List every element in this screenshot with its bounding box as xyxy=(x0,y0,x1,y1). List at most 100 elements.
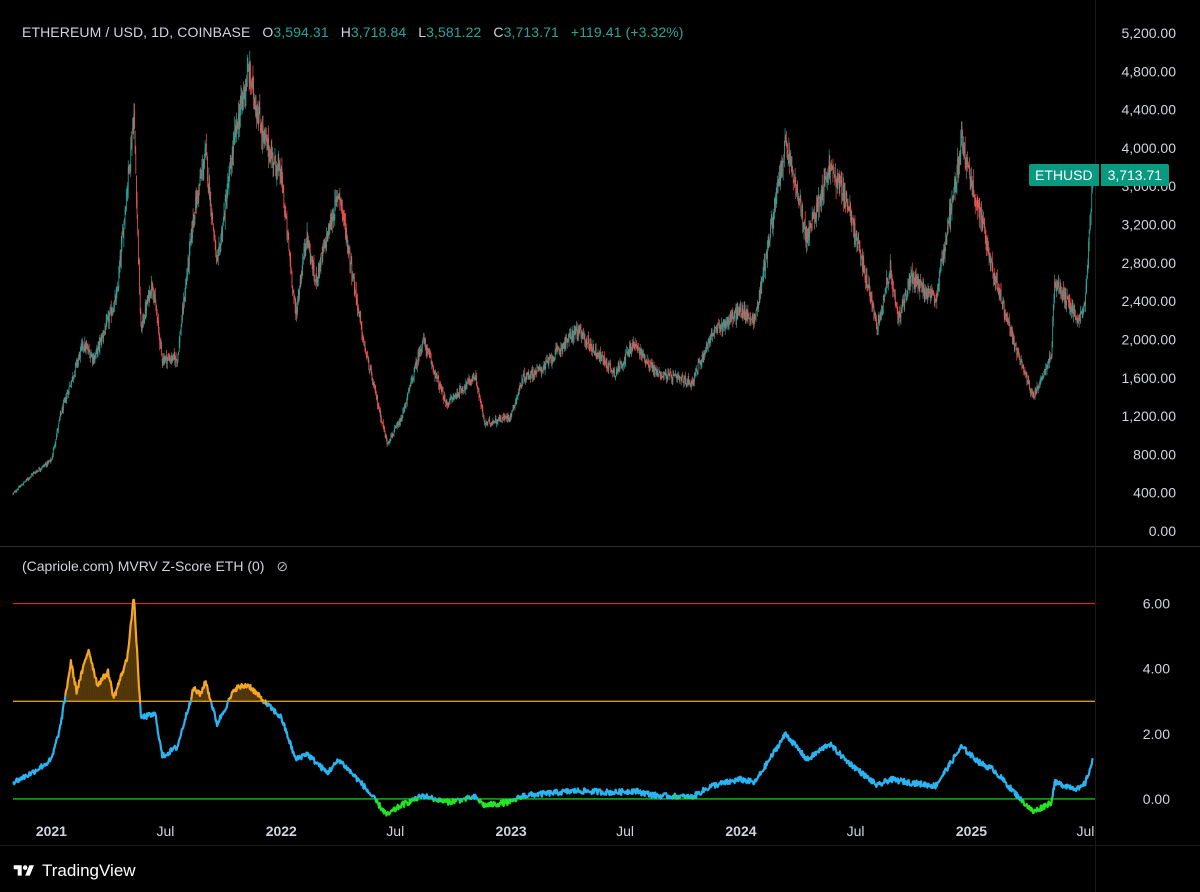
candle xyxy=(588,338,590,351)
zscore-high-fill xyxy=(242,684,243,702)
candle xyxy=(382,422,384,424)
candle xyxy=(1032,389,1033,398)
eye-off-icon[interactable]: ⊘ xyxy=(276,558,289,574)
candle xyxy=(1027,374,1029,385)
candle xyxy=(661,371,662,381)
candle xyxy=(424,337,426,347)
candle xyxy=(360,310,361,325)
candle xyxy=(964,136,966,172)
candle xyxy=(600,346,601,365)
tradingview-logo-icon xyxy=(13,865,34,876)
symbol-title[interactable]: ETHEREUM / USD, 1D, COINBASE xyxy=(22,24,251,40)
candle xyxy=(343,210,345,226)
candle xyxy=(87,343,89,355)
candle xyxy=(180,328,181,335)
candle xyxy=(935,298,936,303)
candle xyxy=(352,272,354,282)
candle xyxy=(660,372,662,379)
candle xyxy=(451,396,453,404)
candle xyxy=(986,237,988,252)
candle xyxy=(882,305,884,316)
candle xyxy=(88,344,90,353)
zscore-axis[interactable]: 0.002.004.006.00 xyxy=(1143,596,1170,807)
candle xyxy=(239,95,241,128)
candle xyxy=(369,369,370,375)
symbol-legend[interactable]: ETHEREUM / USD, 1D, COINBASE O3,594.31 H… xyxy=(22,24,684,40)
candle xyxy=(60,410,62,417)
candle xyxy=(217,249,219,261)
candle xyxy=(95,348,97,359)
indicator-legend[interactable]: (Capriole.com) MVRV Z-Score ETH (0) ⊘ xyxy=(22,558,288,575)
candle xyxy=(971,175,973,196)
candle xyxy=(14,490,16,493)
candle xyxy=(586,336,588,350)
candle xyxy=(957,156,959,183)
candle xyxy=(705,346,707,355)
candle xyxy=(903,299,905,311)
candle xyxy=(810,222,812,234)
candle xyxy=(119,260,120,279)
candle xyxy=(74,361,76,378)
candle xyxy=(407,392,409,400)
candle xyxy=(545,357,547,370)
candle xyxy=(114,289,116,303)
price-axis[interactable]: 0.00400.00800.001,200.001,600.002,000.00… xyxy=(1122,25,1177,539)
indicator-title[interactable]: (Capriole.com) MVRV Z-Score ETH (0) xyxy=(22,558,265,574)
candle xyxy=(333,213,335,221)
candle xyxy=(854,215,856,246)
price-tick-label: 2,400.00 xyxy=(1122,293,1177,309)
candle xyxy=(378,402,380,410)
candle xyxy=(917,275,919,294)
candle xyxy=(652,359,654,372)
candle xyxy=(1057,279,1059,292)
candle xyxy=(80,346,81,363)
candle xyxy=(303,242,305,259)
candle xyxy=(205,133,207,156)
candle xyxy=(420,348,422,355)
candle xyxy=(190,238,191,246)
candle xyxy=(398,421,399,429)
candle xyxy=(1012,326,1013,345)
candle xyxy=(566,334,567,343)
candle xyxy=(340,197,342,212)
candle xyxy=(796,184,798,194)
candle xyxy=(15,489,16,493)
tradingview-logo[interactable]: TradingView xyxy=(12,860,136,882)
candle xyxy=(448,402,450,408)
zscore-high-fill xyxy=(130,623,131,702)
candle xyxy=(952,195,954,203)
candle xyxy=(120,249,122,267)
candle xyxy=(90,349,92,357)
candle xyxy=(412,377,414,383)
candle xyxy=(1044,368,1045,376)
candle xyxy=(554,357,555,362)
candle xyxy=(617,366,618,374)
candle xyxy=(1035,387,1037,396)
zscore-line-segment xyxy=(678,796,681,800)
candle xyxy=(598,352,600,360)
candle xyxy=(188,241,190,275)
candle xyxy=(558,346,560,355)
zscore-high-fill xyxy=(71,666,73,702)
candle xyxy=(807,228,809,244)
candle xyxy=(362,334,364,342)
candle xyxy=(622,363,623,370)
candle xyxy=(648,364,650,372)
candle xyxy=(839,174,841,194)
candle xyxy=(1039,380,1040,389)
price-pane[interactable] xyxy=(12,50,1095,496)
candle xyxy=(527,371,528,376)
zscore-line-segment xyxy=(691,796,695,800)
candle xyxy=(560,341,562,357)
zscore-pane[interactable] xyxy=(12,598,1095,817)
zscore-high-fill xyxy=(89,655,91,702)
candle xyxy=(552,355,554,365)
time-axis[interactable]: 2021 Jul 2022 Jul 2023 Jul 2024 Jul 2025 Jul xyxy=(36,823,1095,839)
candle xyxy=(809,221,810,247)
zscore-line-segment xyxy=(210,699,230,728)
candle xyxy=(823,184,824,206)
candle xyxy=(40,467,42,471)
candle xyxy=(758,289,760,306)
candle xyxy=(848,206,850,212)
